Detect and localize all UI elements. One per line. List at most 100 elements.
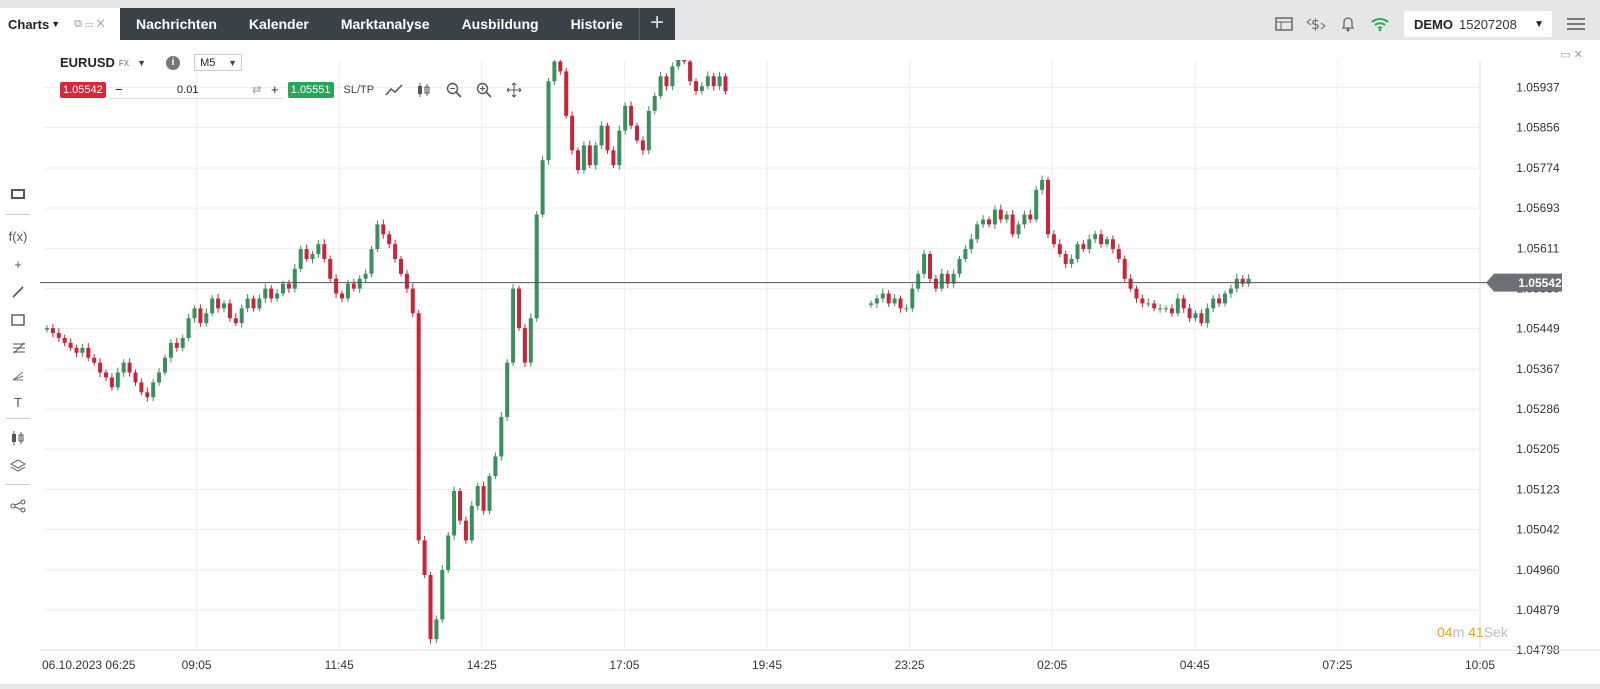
candle-body bbox=[880, 293, 885, 299]
sltp-button[interactable]: SL/TP bbox=[343, 84, 375, 96]
trendline-icon[interactable] bbox=[6, 280, 30, 304]
candle-type-icon[interactable] bbox=[6, 426, 30, 450]
indicators-fx-icon[interactable]: f(x) bbox=[8, 228, 28, 244]
layout-icon[interactable] bbox=[1268, 8, 1300, 40]
candle-body bbox=[1193, 313, 1198, 319]
candle-body bbox=[1146, 303, 1151, 305]
candle-body bbox=[910, 288, 915, 309]
candle-body bbox=[440, 570, 445, 620]
fibonacci-icon[interactable] bbox=[6, 336, 30, 360]
nav-item-nachrichten[interactable]: Nachrichten bbox=[136, 16, 217, 32]
candle-body bbox=[174, 342, 179, 348]
candle-body bbox=[1246, 278, 1251, 284]
window-controls[interactable]: ⧉▭✕ bbox=[74, 17, 108, 30]
crosshair-icon[interactable]: + bbox=[14, 256, 22, 272]
nav-item-historie[interactable]: Historie bbox=[570, 16, 623, 32]
share-icon[interactable] bbox=[6, 494, 30, 518]
candle-body bbox=[1057, 244, 1062, 255]
chevron-down-icon[interactable]: ▼ bbox=[228, 57, 238, 68]
nav-item-kalender[interactable]: Kalender bbox=[248, 16, 309, 32]
candle-body bbox=[1169, 308, 1174, 314]
candle-body bbox=[874, 298, 879, 304]
candle-body bbox=[682, 51, 687, 62]
y-tick-label: 1.05042 bbox=[1516, 523, 1560, 537]
zoom-out-icon[interactable] bbox=[444, 80, 464, 100]
chevron-down-icon[interactable]: ▼ bbox=[1534, 18, 1544, 30]
layers-icon[interactable] bbox=[6, 454, 30, 478]
current-price-badge bbox=[1486, 273, 1562, 292]
swap-icon[interactable]: ⇄ bbox=[252, 84, 262, 96]
y-tick-label: 1.05286 bbox=[1516, 402, 1560, 416]
chart-canvas[interactable]: 1.05937 1.05856 1.05774 1.05693 1.05611 1.055… bbox=[40, 46, 1600, 684]
nav-item-ausbildung[interactable]: Ausbildung bbox=[461, 16, 539, 32]
candle-body bbox=[951, 273, 956, 284]
price-chart[interactable]: 1.05937 1.05856 1.05774 1.05693 1.05611 1.055… bbox=[40, 46, 1600, 684]
svg-text:$: $ bbox=[1311, 17, 1320, 32]
candle-body bbox=[351, 283, 356, 289]
candle-countdown: 04m 41Sek bbox=[1437, 624, 1508, 640]
candle-body bbox=[1205, 308, 1210, 324]
candle-body bbox=[357, 278, 362, 289]
candle-body bbox=[576, 150, 580, 171]
candle-body bbox=[1223, 293, 1227, 304]
candle-body bbox=[723, 76, 728, 92]
candle-body bbox=[292, 268, 297, 289]
tab-charts[interactable]: Charts ▼ ⧉▭✕ bbox=[0, 8, 120, 40]
candle-body bbox=[133, 372, 138, 383]
candle-body bbox=[969, 239, 974, 250]
decrease-button[interactable]: − bbox=[114, 82, 123, 97]
text-icon[interactable]: T bbox=[14, 394, 22, 410]
hamburger-menu-icon[interactable] bbox=[1552, 8, 1600, 40]
candle-body bbox=[593, 145, 598, 166]
sell-button[interactable]: 1.05542 bbox=[60, 82, 106, 98]
current-price-label: 1.05542 bbox=[1518, 276, 1562, 290]
move-icon[interactable] bbox=[504, 80, 524, 100]
x-tick-label: 23:25 bbox=[895, 658, 925, 672]
zoom-in-icon[interactable] bbox=[474, 80, 494, 100]
buy-button[interactable]: 1.05551 bbox=[287, 82, 334, 98]
divider bbox=[6, 418, 30, 419]
bell-icon[interactable] bbox=[1332, 8, 1364, 40]
candle-body bbox=[1116, 249, 1121, 259]
candle-body bbox=[1010, 214, 1015, 235]
chart-window-controls[interactable]: ▭✕ bbox=[1560, 49, 1586, 61]
candle-body bbox=[269, 288, 274, 299]
display-mode-icon[interactable] bbox=[6, 182, 30, 206]
line-chart-icon[interactable] bbox=[384, 80, 404, 100]
currency-exchange-icon[interactable]: $ bbox=[1300, 8, 1332, 40]
candle-body bbox=[304, 249, 309, 259]
increase-button[interactable]: + bbox=[270, 82, 279, 97]
rectangle-icon[interactable] bbox=[6, 308, 30, 332]
candle-body bbox=[74, 347, 79, 353]
candle-body bbox=[1063, 254, 1068, 264]
candle-body bbox=[404, 273, 409, 289]
candle-body bbox=[694, 81, 698, 92]
quantity-stepper[interactable]: − 0.01 ⇄ + bbox=[109, 82, 284, 99]
candle-body bbox=[334, 278, 339, 294]
account-selector[interactable]: DEMO 15207208 ▼ bbox=[1404, 11, 1552, 37]
instrument-symbol[interactable]: EURUSD bbox=[60, 55, 115, 70]
candle-body bbox=[1234, 278, 1239, 289]
candle-body bbox=[192, 308, 197, 319]
candle-body bbox=[227, 303, 232, 319]
candle-body bbox=[204, 313, 209, 324]
chevron-down-icon[interactable]: ▼ bbox=[51, 19, 61, 29]
y-tick-label: 1.04960 bbox=[1516, 563, 1560, 577]
candles-icon[interactable] bbox=[414, 80, 434, 100]
candle-body bbox=[1175, 298, 1180, 314]
candle-body bbox=[328, 258, 333, 279]
candle-body bbox=[904, 308, 909, 310]
pitchfork-icon[interactable] bbox=[6, 364, 30, 388]
drawing-toolbar: f(x) + T bbox=[0, 40, 36, 684]
nav-item-marktanalyse[interactable]: Marktanalyse bbox=[340, 16, 430, 32]
candle-body bbox=[422, 540, 427, 575]
timeframe-select[interactable]: M5 ▼ bbox=[194, 54, 243, 71]
quantity-value[interactable]: 0.01 bbox=[177, 83, 199, 96]
candle-body bbox=[963, 249, 968, 259]
add-tab-icon[interactable]: + bbox=[638, 8, 675, 40]
chevron-down-icon[interactable]: ▼ bbox=[137, 57, 147, 68]
candle-body bbox=[1199, 313, 1204, 324]
info-icon[interactable]: i bbox=[166, 55, 181, 70]
candle-body bbox=[475, 486, 480, 506]
candle-body bbox=[127, 362, 132, 373]
